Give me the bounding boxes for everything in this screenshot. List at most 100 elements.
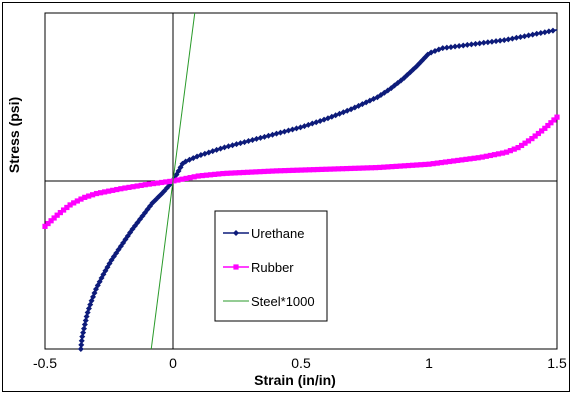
data-point-rubber xyxy=(483,153,489,159)
data-point-rubber xyxy=(199,172,205,179)
data-point-rubber xyxy=(487,152,493,159)
data-point-rubber xyxy=(539,128,545,134)
data-point-urethane xyxy=(460,42,467,49)
data-point-urethane xyxy=(533,30,540,37)
data-point-rubber xyxy=(532,133,538,139)
data-point-rubber xyxy=(479,154,485,160)
x-tick-label: 1.5 xyxy=(547,355,567,371)
data-point-rubber xyxy=(319,166,325,172)
data-point-rubber xyxy=(142,182,148,188)
data-point-urethane xyxy=(488,38,495,45)
data-point-urethane xyxy=(501,37,508,44)
data-point-rubber xyxy=(61,207,67,213)
data-point-rubber xyxy=(187,175,193,181)
data-point-urethane xyxy=(525,32,532,39)
data-point-rubber xyxy=(89,192,96,198)
data-point-rubber xyxy=(236,170,242,176)
data-point-rubber xyxy=(377,164,383,171)
data-point-rubber xyxy=(311,167,317,173)
data-point-rubber xyxy=(114,186,120,193)
legend-item-rubber: Rubber xyxy=(223,260,294,275)
data-point-rubber xyxy=(171,178,177,184)
data-point-rubber xyxy=(491,152,498,158)
data-point-rubber xyxy=(106,188,112,194)
data-point-rubber xyxy=(542,125,548,131)
data-point-rubber xyxy=(302,167,308,173)
data-point-urethane xyxy=(452,43,459,50)
data-point-rubber xyxy=(410,162,416,168)
series-line-steel-1000 xyxy=(150,12,196,350)
data-point-rubber xyxy=(511,146,517,152)
data-point-urethane xyxy=(484,39,491,46)
data-point-rubber xyxy=(265,168,271,174)
data-point-rubber xyxy=(45,220,51,227)
data-point-rubber xyxy=(118,186,124,192)
data-point-rubber xyxy=(51,215,57,221)
data-point-rubber xyxy=(499,150,506,156)
data-point-rubber xyxy=(518,142,525,149)
data-point-rubber xyxy=(282,168,288,174)
data-point-rubber xyxy=(273,168,280,174)
data-point-rubber xyxy=(554,114,560,120)
data-point-urethane xyxy=(127,229,134,236)
data-point-rubber xyxy=(64,204,70,211)
data-point-urethane xyxy=(81,321,88,328)
data-point-rubber xyxy=(364,165,370,171)
data-point-rubber xyxy=(278,168,284,174)
data-point-rubber xyxy=(418,162,424,168)
data-point-rubber xyxy=(442,159,449,165)
data-point-rubber xyxy=(360,165,366,171)
data-point-rubber xyxy=(228,170,234,176)
data-point-rubber xyxy=(503,149,510,155)
legend: Urethane Rubber Steel*1000 xyxy=(214,210,328,322)
data-point-urethane xyxy=(80,329,87,336)
data-point-rubber xyxy=(446,158,453,165)
data-point-rubber xyxy=(212,171,218,177)
data-point-rubber xyxy=(195,173,201,179)
data-point-rubber xyxy=(240,169,247,176)
data-point-rubber xyxy=(224,170,230,176)
data-point-urethane xyxy=(513,34,520,41)
series-steel-1000 xyxy=(150,12,196,350)
data-point-urethane xyxy=(476,40,483,47)
data-point-rubber xyxy=(67,202,73,208)
data-point-urethane xyxy=(541,29,548,36)
legend-marker-rubber xyxy=(233,264,239,270)
data-point-rubber xyxy=(315,166,321,173)
data-point-rubber xyxy=(97,190,104,196)
data-point-urethane xyxy=(464,41,471,48)
data-point-urethane xyxy=(82,317,89,324)
data-point-rubber xyxy=(220,170,226,177)
data-point-urethane xyxy=(537,29,544,36)
data-point-rubber xyxy=(507,148,513,154)
data-point-rubber xyxy=(331,166,337,172)
x-tick-label: 0 xyxy=(169,355,177,371)
chart-plot: -0.5 0 0.5 1 1.5 Strain (in/in) Stress (psi)… xyxy=(6,12,567,388)
data-point-rubber xyxy=(146,181,152,187)
data-point-urethane xyxy=(78,337,85,344)
data-point-rubber xyxy=(339,166,346,172)
data-point-rubber xyxy=(203,172,210,178)
data-point-rubber xyxy=(175,177,181,183)
y-axis-title: Stress (psi) xyxy=(6,97,22,173)
data-point-rubber xyxy=(290,167,296,173)
data-point-rubber xyxy=(368,165,374,171)
x-tick-label: 0.5 xyxy=(291,355,311,371)
data-point-rubber xyxy=(471,155,477,161)
data-point-rubber xyxy=(74,198,80,204)
x-tick-label: 1 xyxy=(425,355,433,371)
data-point-rubber xyxy=(298,167,304,173)
x-tick-label: -0.5 xyxy=(33,355,57,371)
data-point-rubber xyxy=(548,120,554,126)
data-point-rubber xyxy=(385,164,391,170)
data-point-urethane xyxy=(509,35,516,42)
data-point-rubber xyxy=(138,182,144,188)
data-point-rubber xyxy=(335,166,341,172)
data-point-rubber xyxy=(269,168,275,174)
data-point-rubber xyxy=(422,161,428,168)
data-point-rubber xyxy=(438,159,444,166)
data-point-rubber xyxy=(126,184,132,190)
data-point-urethane xyxy=(81,325,88,332)
data-point-rubber xyxy=(495,151,502,157)
data-point-rubber xyxy=(393,163,399,169)
